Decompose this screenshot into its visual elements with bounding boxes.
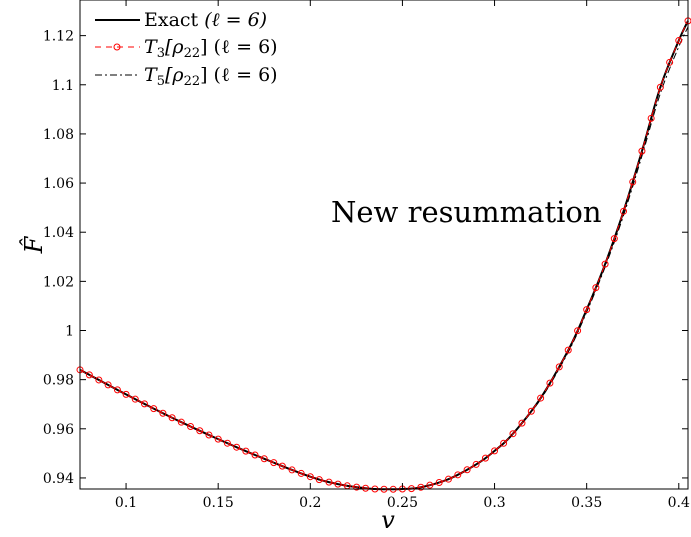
x-tick-label: 0.2 [299,495,321,511]
series-marker-t3 [177,418,185,426]
series-marker-t3 [426,481,434,489]
series-marker-t3 [509,430,517,438]
series-marker-t3 [574,327,582,335]
legend-entry-exact: Exact (ℓ = 6) [95,9,267,31]
series-marker-t3 [472,460,480,468]
series-marker-t3 [666,58,674,66]
series-marker-t3 [491,447,499,455]
y-tick-label: 1.06 [43,176,74,192]
series-marker-t3 [140,400,148,408]
legend-marker-t3 [113,43,121,51]
series-marker-t3 [223,439,231,447]
series-marker-t3 [463,466,471,474]
series-marker-t3 [417,483,425,491]
series-marker-t3 [297,469,305,477]
legend-entry-t5: T5[ρ22] (ℓ = 6) [95,64,278,89]
plot-background [80,0,688,489]
legend-entry-t3: T3[ρ22] (ℓ = 6) [95,36,278,61]
series-marker-t3 [610,235,618,243]
series-marker-t3 [196,427,204,435]
x-tick-label: 0.4 [668,495,690,511]
series-marker-t3 [583,306,591,314]
series-marker-t3 [315,476,323,484]
y-tick-label: 1 [65,324,74,340]
series-marker-t3 [647,114,655,122]
x-tick-label: 0.3 [483,495,505,511]
legend-label-t3: T3[ρ22] (ℓ = 6) [144,36,278,61]
y-axis-label: F̂ [20,235,48,254]
series-marker-t3 [362,484,370,492]
series-marker-t3 [527,407,535,415]
series-marker-t3 [518,419,526,427]
series-marker-t3 [278,462,286,470]
series-marker-t3 [113,386,121,394]
series-marker-t3 [537,394,545,402]
x-tick-label: 0.35 [571,495,602,511]
tick-layer: 0.1 0.15 0.2 0.25 0.3 0.35 0.4 0.94 0.96 0.98 1 1.0… [43,0,690,511]
series-marker-t3 [620,207,628,215]
series-marker-t3 [270,459,278,467]
series-marker-t3 [242,447,250,455]
series-marker-t3 [288,466,296,474]
series-marker-t3 [95,376,103,384]
series-marker-t3 [435,479,443,487]
series-marker-t3 [306,473,314,481]
series-marker-t3 [251,451,259,459]
x-tick-label: 0.1 [115,495,137,511]
plot-frame [79,0,689,490]
series-marker-t3 [260,455,268,463]
series-marker-t3 [601,260,609,268]
annotation-new-resummation: New resummation [331,195,602,229]
series-marker-t3 [444,475,452,483]
y-tick-label: 1.02 [43,274,74,290]
legend-label-t5: T5[ρ22] (ℓ = 6) [144,64,278,89]
x-tick-label: 0.15 [203,495,234,511]
y-tick-label: 1.04 [43,225,74,241]
series-marker-t3 [334,480,342,488]
series-marker-t3 [454,471,462,479]
series-marker-t3 [500,439,508,447]
y-tick-label: 0.96 [43,422,74,438]
series-marker-t3 [233,443,241,451]
series-marker-t3 [592,284,600,292]
y-tick-label: 1.08 [43,127,74,143]
series-marker-t3 [555,363,563,371]
series-marker-t3 [564,346,572,354]
series-marker-t3 [481,454,489,462]
series-marker-t3 [159,409,167,417]
series-marker-t3 [353,483,361,491]
series-marker-t3 [325,478,333,486]
series-marker-t3 [546,379,554,387]
series-layer [76,17,691,493]
series-marker-t3 [150,405,158,413]
y-tick-label: 0.98 [43,373,74,389]
series-marker-t3 [85,371,93,379]
y-tick-label: 0.94 [43,471,74,487]
series-marker-t3 [675,37,683,45]
legend-label-exact: Exact (ℓ = 6) [144,9,267,31]
series-marker-t3 [638,147,646,155]
series-marker-t3 [187,423,195,431]
legend: Exact (ℓ = 6) T3[ρ22] (ℓ = 6) T5[ρ22] (ℓ… [95,9,278,89]
series-marker-t3 [205,431,213,439]
series-marker-t3 [122,390,130,398]
series-marker-t3 [214,435,222,443]
series-marker-t3 [104,381,112,389]
series-marker-t3 [656,83,664,91]
x-axis-label: v [381,506,395,534]
y-tick-label: 1.12 [43,29,74,45]
series-marker-t3 [131,395,139,403]
x-tick-label: 0.25 [387,495,418,511]
series-line-t3 [79,20,689,490]
series-marker-t3 [168,414,176,422]
y-tick-label: 1.1 [52,78,74,94]
series-marker-t3 [629,178,637,186]
